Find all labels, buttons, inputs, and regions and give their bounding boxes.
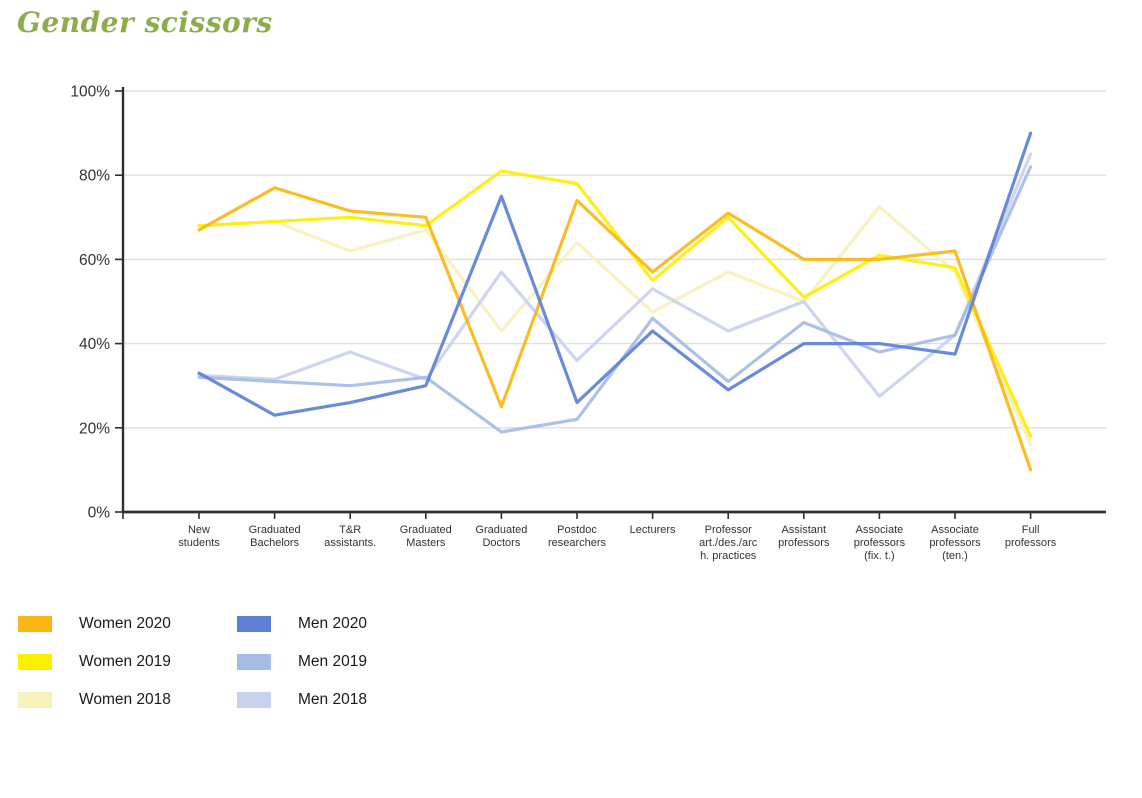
legend-label: Men 2019 — [298, 653, 367, 670]
x-tick-label: T&R assistants. — [324, 524, 376, 549]
legend-column-men: Men 2020 Men 2019 Men 2018 — [237, 612, 367, 726]
x-tick-label: Associate professors (ten.) — [929, 524, 981, 562]
legend-column-women: Women 2020 Women 2019 Women 2018 — [18, 612, 171, 726]
legend-label: Women 2019 — [79, 653, 171, 670]
x-tick-label: Associate professors (fix. t.) — [854, 524, 906, 562]
legend-label: Women 2020 — [79, 615, 171, 632]
chart-area: 0% 20% 40% 60% 80% 100% New students Graduated Ba… — [70, 84, 1106, 562]
series-line-men-2019 — [197, 165, 1033, 434]
page-title: Gender scissors — [17, 6, 273, 39]
legend-label: Women 2018 — [79, 691, 171, 708]
legend-swatch-women-2019 — [18, 654, 52, 670]
legend-item-women-2019: Women 2019 — [18, 650, 171, 674]
legend-swatch-men-2019 — [237, 654, 271, 670]
legend-swatch-men-2018 — [237, 692, 271, 708]
gender-scissors-line-chart: 0% 20% 40% 60% 80% 100% New students Graduated Ba… — [70, 84, 1106, 562]
legend-swatch-women-2020 — [18, 616, 52, 632]
series-line-men-2018 — [197, 152, 1033, 398]
x-tick-label: New students — [178, 524, 220, 549]
legend-item-men-2018: Men 2018 — [237, 688, 367, 712]
x-tick-label: Graduated Doctors — [475, 524, 527, 549]
legend-item-women-2020: Women 2020 — [18, 612, 171, 636]
y-tick-label: 100% — [70, 84, 110, 101]
y-tick-label: 20% — [79, 420, 110, 437]
series-line-women-2019 — [197, 169, 1033, 438]
series-line-women-2018 — [197, 205, 1033, 447]
x-tick-label: Full professors — [1005, 524, 1057, 549]
x-tick-label: Postdoc researchers — [548, 524, 607, 549]
legend-swatch-women-2018 — [18, 692, 52, 708]
legend-label: Men 2020 — [298, 615, 367, 632]
x-tick-label: Lecturers — [630, 524, 676, 536]
x-tick-label: Graduated Bachelors — [249, 524, 301, 549]
y-tick-label: 0% — [88, 505, 111, 522]
y-tick-label: 80% — [79, 168, 110, 185]
x-tick-label: Professor art./des./arc h. practices — [699, 524, 758, 562]
legend-item-men-2019: Men 2019 — [237, 650, 367, 674]
legend-swatch-men-2020 — [237, 616, 271, 632]
x-tick-label: Assistant professors — [778, 524, 830, 549]
y-tick-label: 60% — [79, 252, 110, 269]
legend-label: Men 2018 — [298, 691, 367, 708]
x-tick-label: Graduated Masters — [400, 524, 452, 549]
legend-item-women-2018: Women 2018 — [18, 688, 171, 712]
series-line-women-2020 — [197, 186, 1033, 472]
series-line-men-2020 — [197, 131, 1033, 417]
legend-item-men-2020: Men 2020 — [237, 612, 367, 636]
y-tick-label: 40% — [79, 336, 110, 353]
